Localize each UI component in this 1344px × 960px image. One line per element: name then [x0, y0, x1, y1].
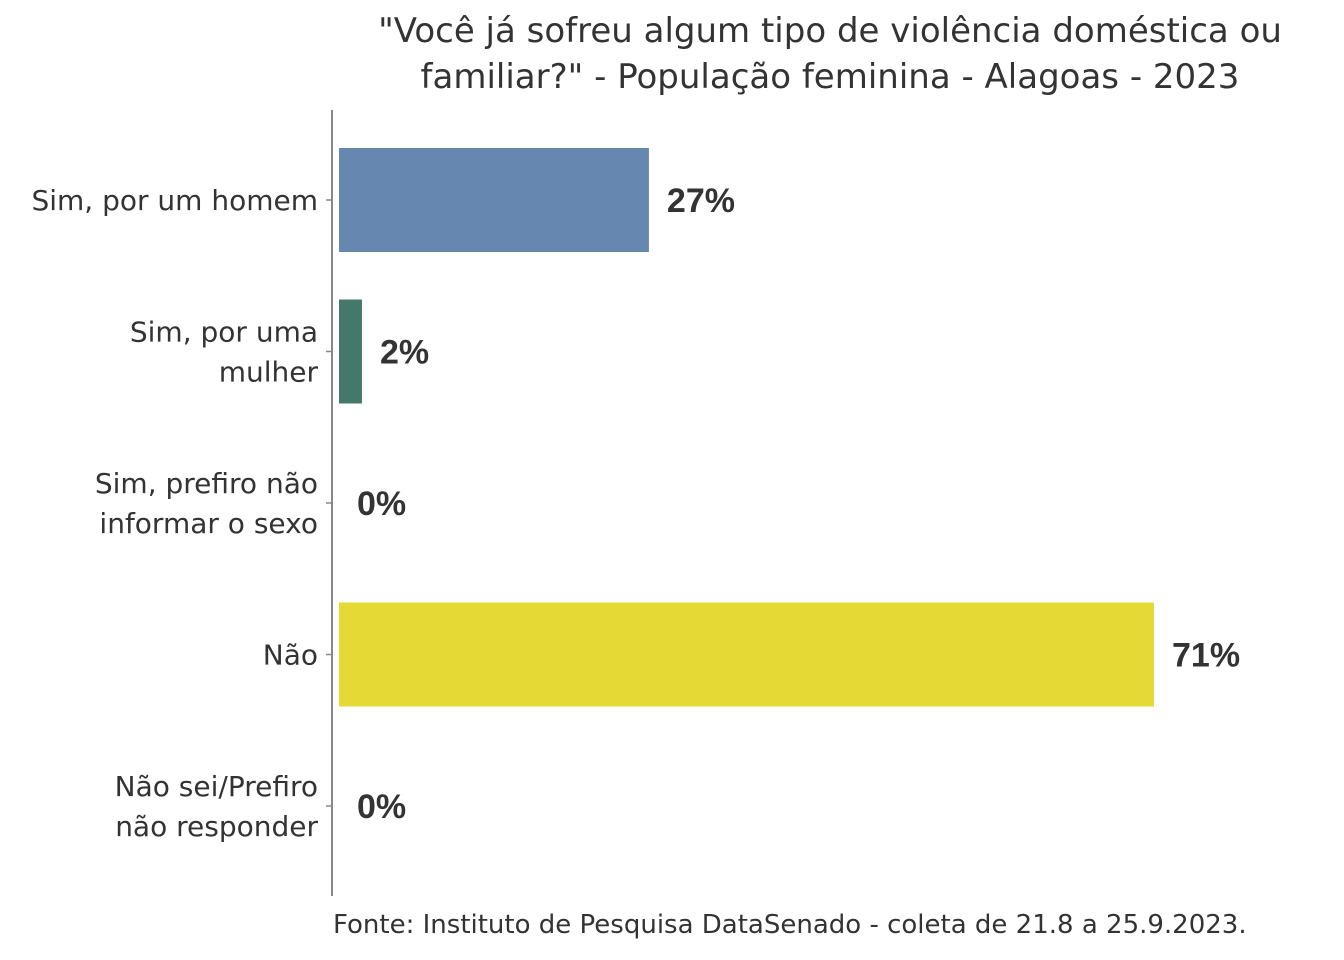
value-label-2: 2% — [380, 334, 429, 372]
category-label-1: Sim, por um homem — [31, 184, 318, 217]
value-label-4: 71% — [1172, 637, 1240, 675]
value-label-5: 0% — [357, 788, 406, 826]
value-label-3: 0% — [357, 485, 406, 523]
bar-2 — [339, 299, 362, 404]
category-label-3: Sim, prefiro não informar o sexo — [95, 467, 318, 540]
chart-title: "Você já sofreu algum tipo de violência … — [378, 11, 1282, 97]
category-label-4: Não — [263, 639, 318, 672]
bar-1 — [339, 148, 649, 252]
value-label-1: 27% — [667, 182, 735, 220]
category-label-5: Não sei/Prefiro não responder — [115, 770, 319, 843]
category-label-2: Sim, por uma mulher — [130, 316, 319, 389]
source-note: Fonte: Instituto de Pesquisa DataSenado … — [333, 910, 1247, 940]
bar-4 — [339, 602, 1154, 707]
